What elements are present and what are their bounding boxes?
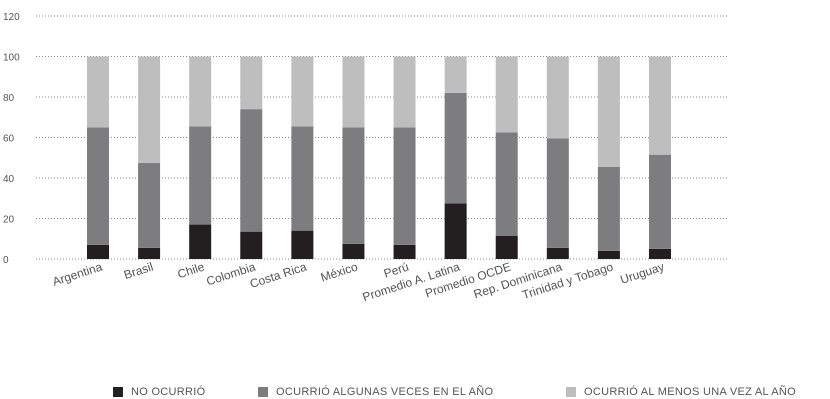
y-tick-label: 60 — [3, 134, 15, 145]
bars — [87, 56, 671, 259]
bar-segment — [495, 132, 518, 236]
y-tick-label: 100 — [3, 53, 20, 64]
bar-segment — [138, 247, 161, 259]
bar-segment — [546, 138, 569, 248]
legend: NO OCURRIÓ OCURRIÓ ALGUNAS VECES EN EL A… — [0, 386, 830, 399]
bar-segment — [597, 166, 620, 251]
x-category-label: Uruguay — [618, 260, 665, 287]
legend-label: OCURRIÓ AL MENOS UNA VEZ AL AÑO — [584, 386, 797, 398]
legend-label: OCURRIÓ ALGUNAS VECES EN EL AÑO — [276, 386, 494, 398]
y-tick-label: 40 — [3, 174, 15, 185]
bar-segment — [597, 250, 620, 259]
bar-segment — [444, 203, 467, 259]
bar-segment — [546, 56, 569, 139]
x-category-label: México — [319, 259, 360, 284]
bar-segment — [649, 154, 671, 249]
legend-item-no-ocurrio: NO OCURRIÓ — [113, 386, 206, 398]
bar-segment — [189, 224, 212, 259]
bar-segment — [240, 109, 263, 232]
bar-segment — [342, 243, 365, 259]
legend-item-al-menos-una-vez: OCURRIÓ AL MENOS UNA VEZ AL AÑO — [566, 386, 796, 398]
bar-segment — [189, 56, 212, 127]
x-category-label: Chile — [176, 259, 207, 281]
bar-segment — [342, 127, 365, 244]
bar-segment — [495, 235, 518, 259]
bar-segment — [444, 56, 467, 93]
bar-segment — [240, 56, 263, 110]
bar-segment — [342, 56, 365, 128]
legend-swatch — [566, 387, 576, 397]
y-tick-label: 80 — [3, 93, 15, 104]
y-tick-label: 20 — [3, 215, 15, 226]
bar-segment — [87, 56, 109, 128]
bar-segment — [444, 92, 467, 204]
bar-segment — [87, 127, 109, 245]
bar-segment — [240, 231, 263, 259]
bar-segment — [138, 56, 161, 163]
x-category-label: Costa Rica — [248, 259, 308, 291]
bar-segment — [189, 126, 212, 225]
x-category-label: Argentina — [51, 259, 104, 288]
bar-segment — [649, 248, 671, 259]
y-tick-label: 0 — [3, 255, 9, 266]
bar-segment — [495, 56, 518, 133]
bar-segment — [393, 127, 416, 245]
bar-segment — [597, 56, 620, 167]
bar-segment — [291, 230, 314, 259]
bar-segment — [138, 162, 161, 248]
legend-item-algunas-veces: OCURRIÓ ALGUNAS VECES EN EL AÑO — [258, 386, 493, 398]
legend-swatch — [113, 387, 123, 397]
x-category-label: Brasil — [122, 260, 155, 283]
bar-segment — [87, 244, 109, 259]
legend-label: NO OCURRIÓ — [131, 386, 206, 398]
bar-segment — [291, 126, 314, 231]
y-tick-label: 120 — [3, 12, 20, 23]
bar-segment — [393, 56, 416, 128]
bar-segment — [393, 244, 416, 259]
y-axis-ticks: 0 20 40 60 80 100 120 — [3, 12, 20, 266]
legend-swatch — [258, 387, 268, 397]
bar-segment — [291, 56, 314, 127]
bar-segment — [546, 247, 569, 259]
bar-segment — [649, 56, 671, 155]
